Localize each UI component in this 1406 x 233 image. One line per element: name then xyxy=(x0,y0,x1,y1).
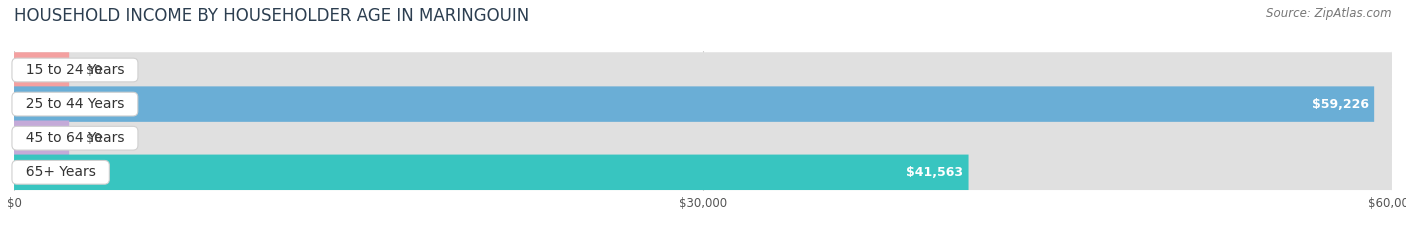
Text: 45 to 64 Years: 45 to 64 Years xyxy=(17,131,134,145)
FancyBboxPatch shape xyxy=(14,120,1392,156)
Text: HOUSEHOLD INCOME BY HOUSEHOLDER AGE IN MARINGOUIN: HOUSEHOLD INCOME BY HOUSEHOLDER AGE IN M… xyxy=(14,7,529,25)
Bar xyxy=(14,121,1392,155)
Text: 65+ Years: 65+ Years xyxy=(17,165,104,179)
FancyBboxPatch shape xyxy=(14,154,969,190)
Text: $0: $0 xyxy=(86,64,101,76)
Bar xyxy=(14,87,1392,121)
Bar xyxy=(14,53,1392,87)
FancyBboxPatch shape xyxy=(14,120,69,156)
Text: 25 to 44 Years: 25 to 44 Years xyxy=(17,97,134,111)
Text: 15 to 24 Years: 15 to 24 Years xyxy=(17,63,134,77)
FancyBboxPatch shape xyxy=(14,86,1374,122)
Text: $59,226: $59,226 xyxy=(1312,98,1368,111)
FancyBboxPatch shape xyxy=(14,52,69,88)
FancyBboxPatch shape xyxy=(14,52,1392,88)
FancyBboxPatch shape xyxy=(14,86,1392,122)
Text: $0: $0 xyxy=(86,132,101,145)
Text: $41,563: $41,563 xyxy=(905,166,963,179)
FancyBboxPatch shape xyxy=(14,154,1392,190)
Bar xyxy=(14,155,1392,189)
Text: Source: ZipAtlas.com: Source: ZipAtlas.com xyxy=(1267,7,1392,20)
